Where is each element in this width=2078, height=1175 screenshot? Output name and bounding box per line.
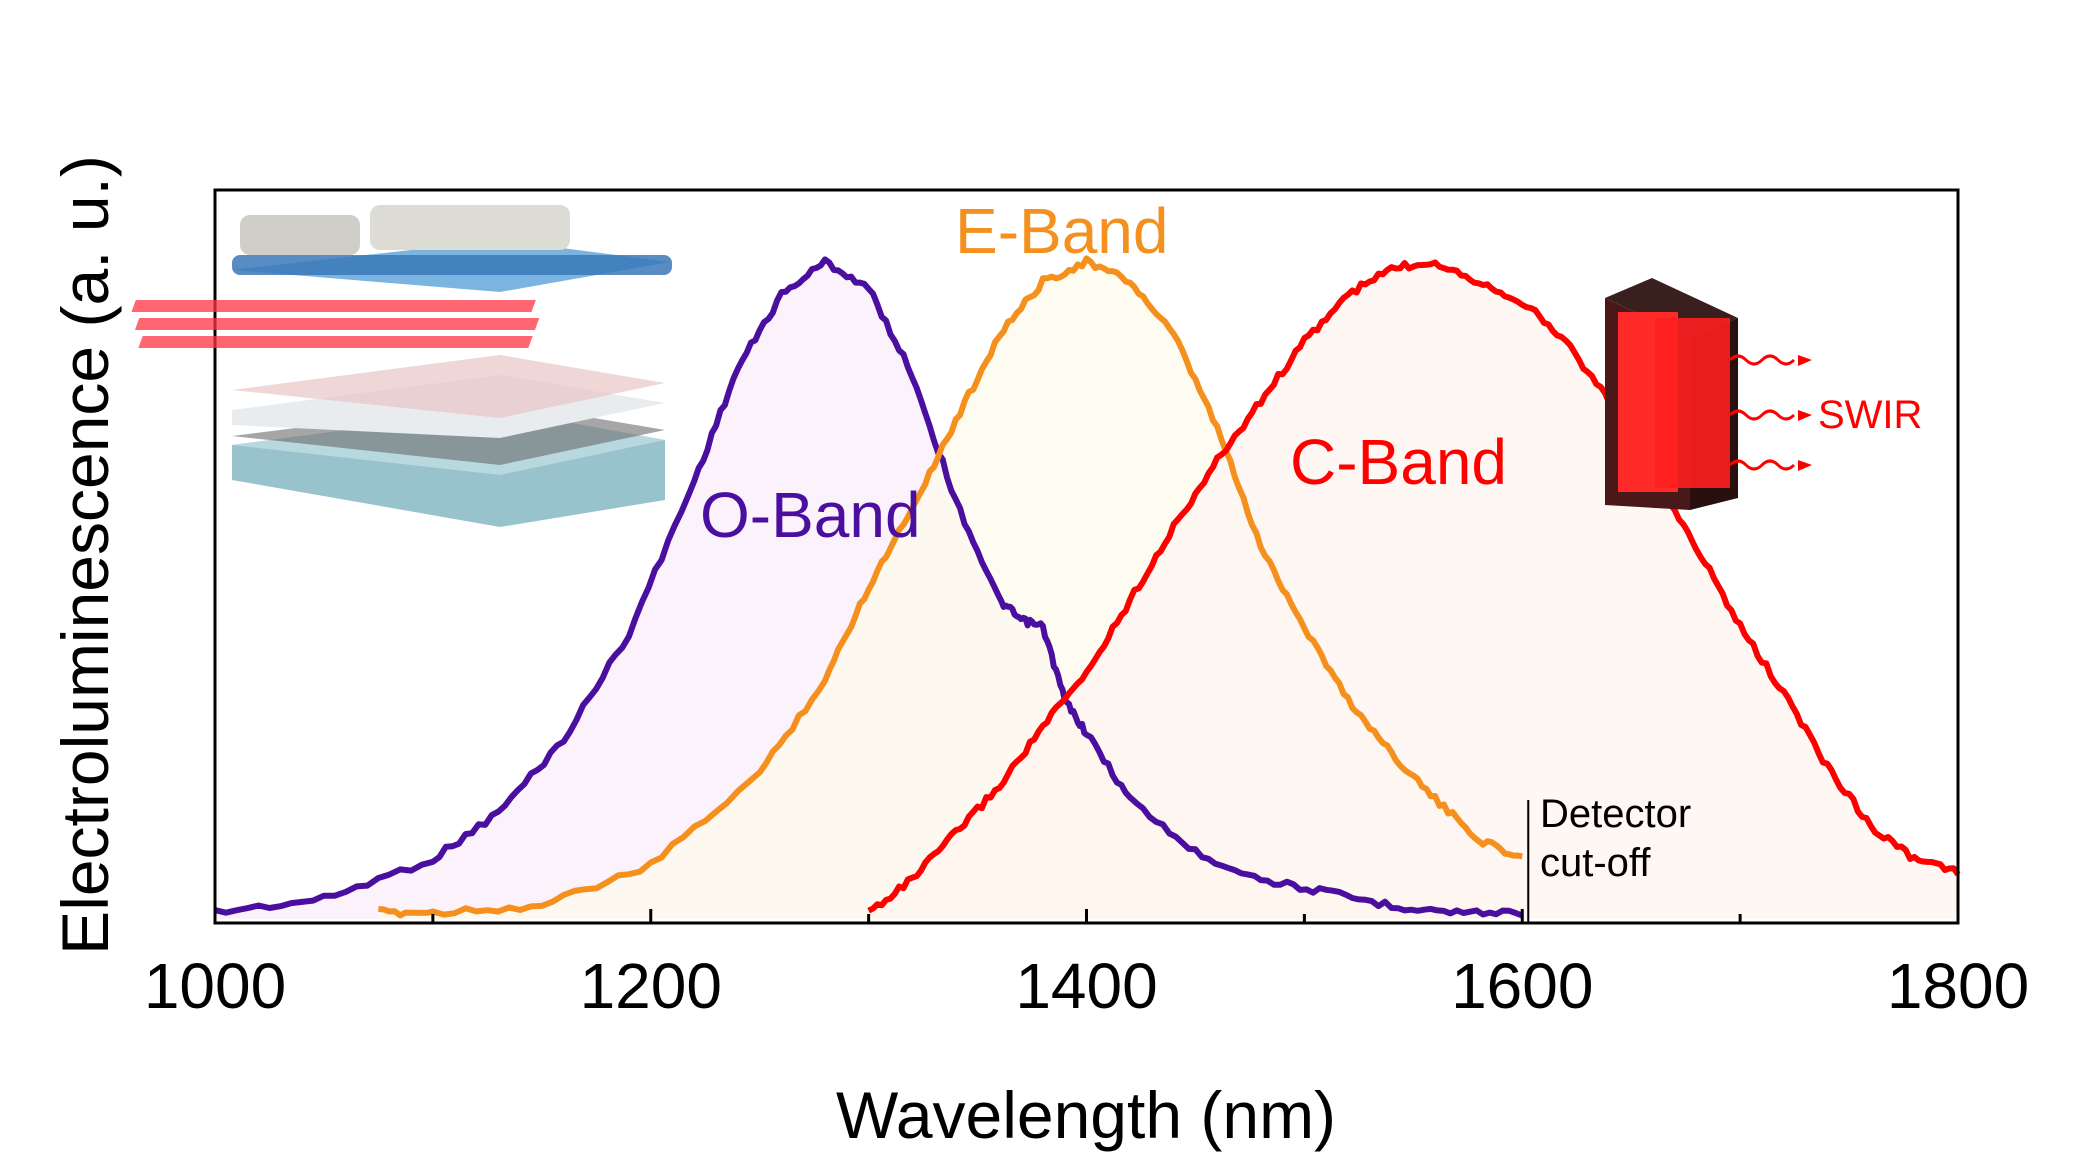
x-tick-label-1800: 1800 <box>1887 950 2029 1022</box>
series-line-e-band <box>378 255 1523 919</box>
x-axis-ticks: 1000 1200 1400 1600 1800 <box>144 909 2029 1022</box>
series-line-c-band <box>867 259 1961 914</box>
series-line-o-band <box>214 256 1524 919</box>
swir-waves <box>1728 354 1812 471</box>
x-tick-label-1200: 1200 <box>580 950 722 1022</box>
detector-cutoff-label-line2: cut-off <box>1540 841 1651 885</box>
swir-label: SWIR <box>1818 393 1922 437</box>
x-tick-label-1400: 1400 <box>1015 950 1157 1022</box>
series-lines <box>214 255 1961 919</box>
series-label-e-band: E-Band <box>955 195 1168 267</box>
series-label-o-band: O-Band <box>700 479 921 551</box>
x-tick-label-1600: 1600 <box>1451 950 1593 1022</box>
swir-emitter-illustration <box>1605 278 1738 510</box>
detector-cutoff-label-line1: Detector <box>1540 792 1691 836</box>
series-label-c-band: C-Band <box>1290 426 1507 498</box>
device-stack-illustration <box>131 205 672 527</box>
x-tick-label-1000: 1000 <box>144 950 286 1022</box>
x-axis-title: Wavelength (nm) <box>836 1078 1336 1152</box>
y-axis-title: Electroluminescence (a. u.) <box>48 155 122 955</box>
series-fill-c-band <box>868 262 1958 919</box>
